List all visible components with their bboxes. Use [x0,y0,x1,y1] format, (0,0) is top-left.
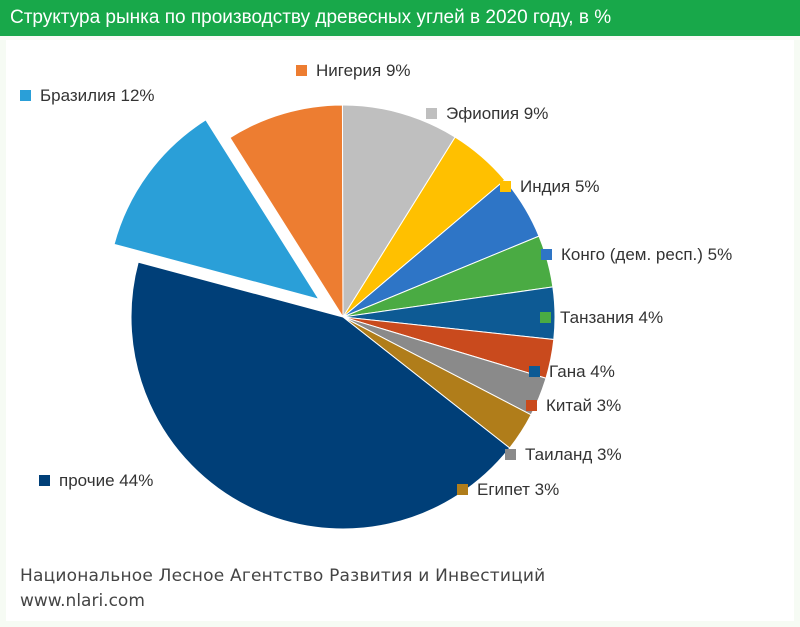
legend-label-0: Бразилия 12% [40,86,155,105]
legend-name-6: Гана [549,362,586,381]
legend-value-4: 5% [703,245,732,264]
legend-swatch-4 [541,249,552,260]
legend-value-10: 44% [115,471,154,490]
legend-value-1: 9% [381,61,410,80]
legend-name-3: Индия [520,177,570,196]
legend-value-3: 5% [570,177,599,196]
legend-label-8: Таиланд 3% [525,445,622,464]
legend-label-5: Танзания 4% [560,308,663,327]
legend-swatch-5 [540,312,551,323]
pie-slice-10 [130,261,511,530]
legend-name-7: Китай [546,396,592,415]
legend: Бразилия 12%Нигерия 9%Эфиопия 9%Индия 5%… [20,61,732,499]
legend-value-2: 9% [519,104,548,123]
legend-swatch-9 [457,484,468,495]
pie-slice-0 [113,119,320,301]
legend-name-10: прочие [59,471,115,490]
legend-label-1: Нигерия 9% [316,61,411,80]
pie-slice-1 [229,104,344,319]
legend-name-1: Нигерия [316,61,381,80]
pie-slices [113,104,556,530]
footer-website[interactable]: www.nlari.com [20,591,145,611]
footer-organization: Национальное Лесное Агентство Развития и… [20,566,546,586]
legend-name-5: Танзания [560,308,634,327]
legend-label-10: прочие 44% [59,471,153,490]
legend-value-8: 3% [592,445,621,464]
legend-swatch-10 [39,475,50,486]
legend-swatch-7 [526,400,537,411]
legend-label-6: Гана 4% [549,362,615,381]
legend-swatch-3 [500,181,511,192]
legend-label-2: Эфиопия 9% [446,104,548,123]
legend-label-7: Китай 3% [546,396,621,415]
legend-label-9: Египет 3% [477,480,559,499]
legend-value-5: 4% [634,308,663,327]
legend-label-4: Конго (дем. респ.) 5% [561,245,732,264]
legend-value-9: 3% [530,480,559,499]
legend-swatch-1 [296,65,307,76]
pie-slice-2 [341,104,456,319]
legend-name-8: Таиланд [525,445,592,464]
legend-value-7: 3% [592,396,621,415]
legend-name-4: Конго (дем. респ.) [561,245,703,264]
legend-label-3: Индия 5% [520,177,600,196]
legend-value-6: 4% [586,362,615,381]
legend-swatch-8 [505,449,516,460]
legend-name-2: Эфиопия [446,104,519,123]
legend-name-0: Бразилия [40,86,116,105]
legend-name-9: Египет [477,480,530,499]
legend-swatch-2 [426,108,437,119]
legend-value-0: 12% [116,86,155,105]
legend-swatch-6 [529,366,540,377]
legend-swatch-0 [20,90,31,101]
chart-title: Структура рынка по производству древесны… [0,0,800,36]
